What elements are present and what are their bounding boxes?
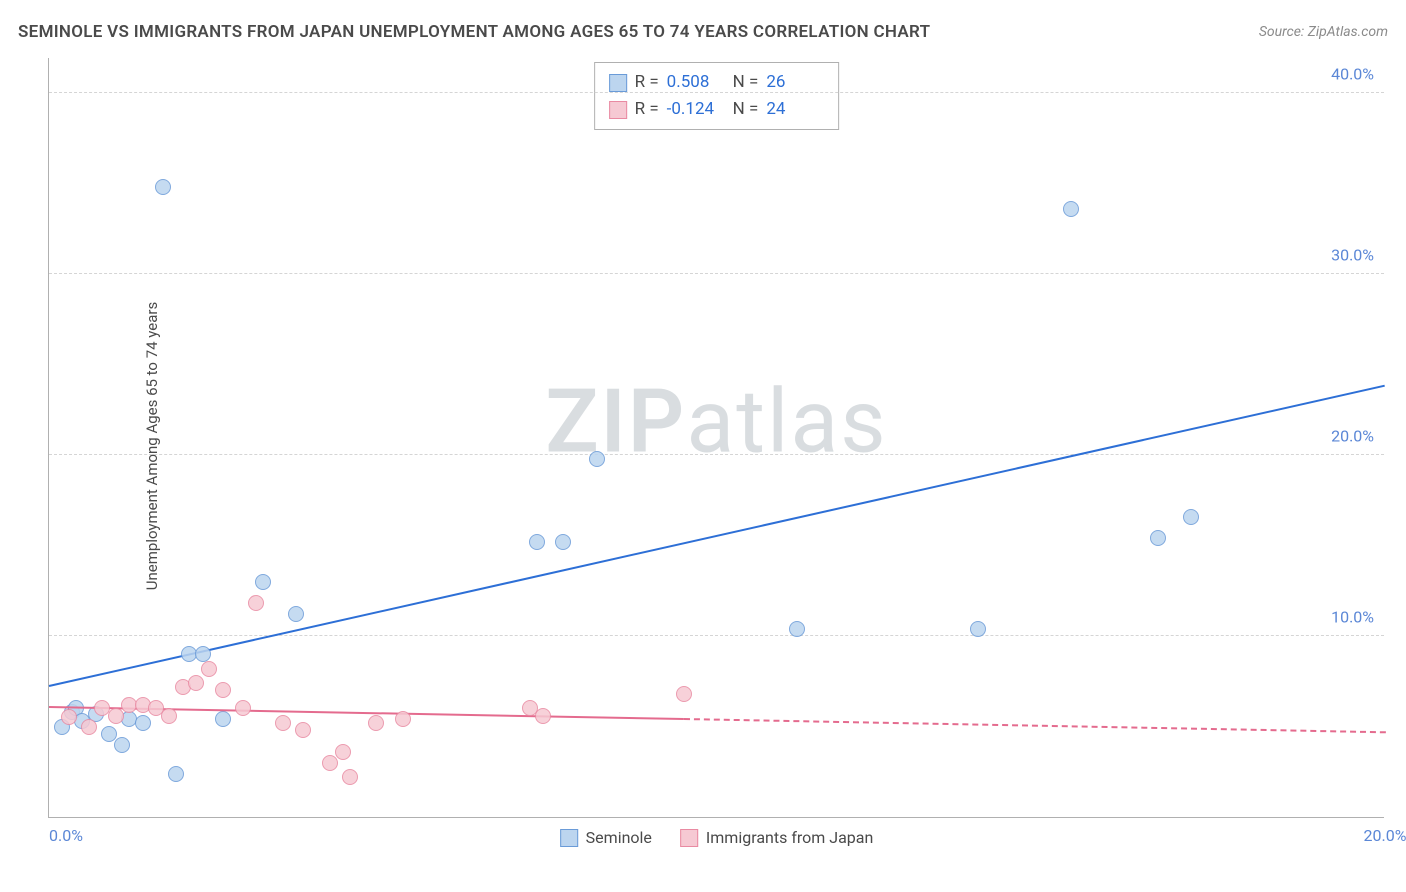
data-point (155, 179, 171, 195)
watermark-atlas: atlas (686, 371, 887, 474)
data-point (1183, 509, 1199, 525)
legend-swatch (680, 829, 698, 847)
data-point (235, 700, 251, 716)
data-point (368, 715, 384, 731)
data-point (275, 715, 291, 731)
data-point (789, 621, 805, 637)
n-value: 24 (766, 96, 824, 123)
n-label: N = (733, 96, 759, 123)
y-tick-label: 10.0% (1331, 608, 1374, 627)
data-point (1150, 530, 1166, 546)
data-point (529, 534, 545, 550)
data-point (342, 769, 358, 785)
trend-line (684, 718, 1385, 733)
grid-line (49, 454, 1384, 455)
y-tick-label: 20.0% (1331, 427, 1374, 446)
correlation-legend: R =0.508N =26R =-0.124N =24 (594, 62, 840, 130)
source-label: Source: ZipAtlas.com (1259, 24, 1388, 40)
grid-line (49, 92, 1384, 93)
data-point (168, 766, 184, 782)
r-label: R = (635, 96, 659, 123)
y-tick-label: 30.0% (1331, 246, 1374, 265)
data-point (555, 534, 571, 550)
y-tick-label: 40.0% (1331, 65, 1374, 84)
grid-line (49, 635, 1384, 636)
data-point (295, 722, 311, 738)
data-point (135, 715, 151, 731)
data-point (322, 755, 338, 771)
data-point (188, 675, 204, 691)
legend-swatch (609, 74, 627, 92)
data-point (676, 686, 692, 702)
chart-title: SEMINOLE VS IMMIGRANTS FROM JAPAN UNEMPL… (18, 22, 930, 42)
legend-swatch (560, 829, 578, 847)
legend-item: Immigrants from Japan (680, 828, 873, 847)
watermark-zip: ZIP (545, 371, 686, 474)
legend-stat-row: R = -0.124 N = 24 (609, 96, 825, 123)
r-value: -0.124 (667, 96, 725, 123)
legend-label: Immigrants from Japan (706, 828, 873, 847)
data-point (248, 595, 264, 611)
data-point (61, 709, 77, 725)
data-point (288, 606, 304, 622)
data-point (81, 719, 97, 735)
grid-line (49, 273, 1384, 274)
legend-label: Seminole (586, 828, 652, 847)
data-point (1063, 201, 1079, 217)
legend-item: Seminole (560, 828, 652, 847)
data-point (201, 661, 217, 677)
series-legend: Seminole Immigrants from Japan (560, 828, 874, 847)
x-tick-label: 0.0% (49, 826, 83, 845)
data-point (335, 744, 351, 760)
legend-swatch (609, 101, 627, 119)
data-point (161, 708, 177, 724)
trend-line (49, 384, 1385, 686)
data-point (970, 621, 986, 637)
data-point (535, 708, 551, 724)
plot-area: ZIPatlas R =0.508N =26R =-0.124N =24 Sem… (48, 58, 1384, 818)
data-point (395, 711, 411, 727)
data-point (589, 451, 605, 467)
data-point (108, 708, 124, 724)
data-point (215, 711, 231, 727)
data-point (255, 574, 271, 590)
x-tick-label: 20.0% (1364, 826, 1406, 845)
data-point (215, 682, 231, 698)
data-point (114, 737, 130, 753)
